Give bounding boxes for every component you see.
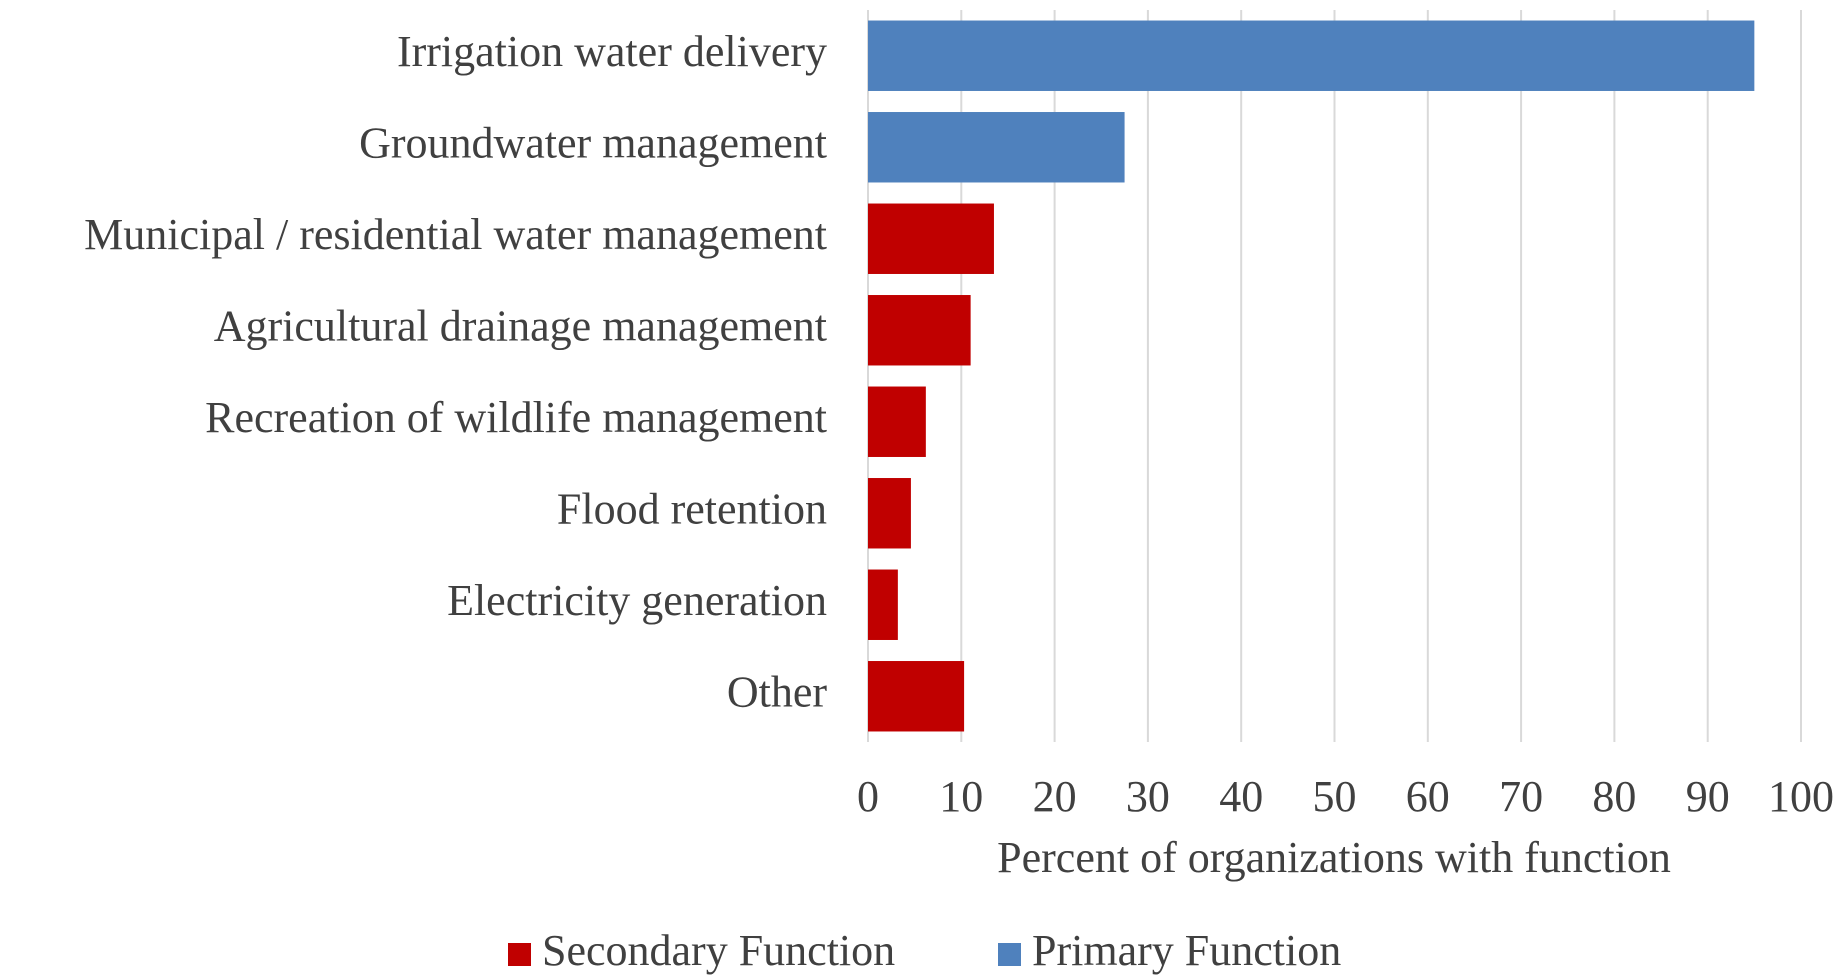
y-tick-label: Groundwater management [359,118,827,167]
y-tick-label: Municipal / residential water management [84,210,827,259]
bar [868,478,911,549]
x-tick-label: 0 [857,772,879,821]
x-tick-label: 60 [1406,772,1450,821]
bar [868,386,926,457]
x-tick-label: 80 [1592,772,1636,821]
x-tick-label: 40 [1219,772,1263,821]
bar [868,112,1125,183]
bar [868,295,971,366]
x-tick-label: 50 [1313,772,1357,821]
legend-swatch [508,943,531,966]
x-axis-title: Percent of organizations with function [997,833,1671,882]
x-tick-label: 70 [1499,772,1543,821]
x-tick-label: 10 [939,772,983,821]
x-tick-label: 90 [1686,772,1730,821]
y-tick-label: Recreation of wildlife management [205,393,827,442]
legend-swatch [998,943,1021,966]
y-tick-label: Flood retention [557,484,827,533]
y-tick-label: Electricity generation [447,576,827,625]
legend-label: Secondary Function [542,926,895,975]
x-tick-label: 30 [1126,772,1170,821]
y-tick-label: Irrigation water delivery [397,27,827,76]
x-tick-label: 20 [1033,772,1077,821]
bar [868,661,965,732]
bar [868,20,1755,91]
bar [868,569,898,640]
x-tick-label: 100 [1768,772,1834,821]
y-tick-label: Agricultural drainage management [214,301,827,350]
y-tick-label: Other [727,667,828,716]
legend-label: Primary Function [1032,926,1341,975]
bar [868,203,994,274]
